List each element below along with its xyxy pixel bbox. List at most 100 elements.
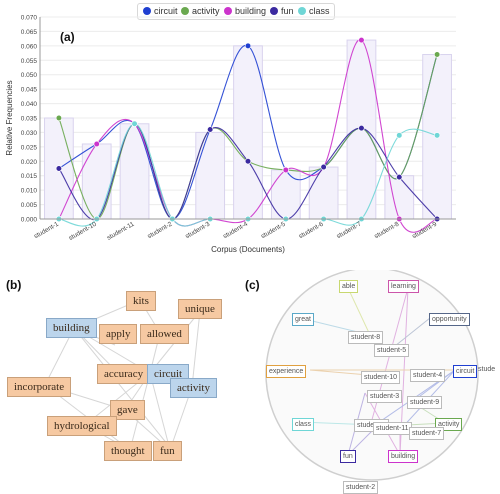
chart-legend: circuit activity building fun class: [137, 3, 335, 20]
keyword-hydrological[interactable]: hydrological: [47, 416, 117, 436]
series-line-building: [58, 39, 438, 233]
y-axis-label: Relative Frequencies: [5, 80, 14, 155]
point-class-student-9: [433, 132, 441, 139]
y-tick-label: 0.015: [21, 173, 38, 180]
point-fun-student-6: [320, 163, 327, 171]
y-tick-label: 0.005: [21, 202, 38, 209]
document-student-4[interactable]: student-4: [410, 369, 446, 382]
x-tick-label: student-3: [184, 220, 211, 240]
legend-item-class[interactable]: class: [298, 6, 330, 16]
point-class-student-11: [131, 120, 138, 127]
y-tick-label: 0.055: [21, 58, 38, 65]
corpus-term-fun[interactable]: fun: [340, 450, 356, 463]
corpus-term-great[interactable]: great: [292, 313, 314, 326]
chart-bars: [44, 39, 452, 220]
x-tick-label: student-1: [33, 220, 60, 240]
legend-dot-activity: [181, 7, 189, 15]
corpus-term-opportunity[interactable]: opportunity: [429, 313, 470, 326]
y-tick-label: 0.010: [21, 188, 38, 195]
keyword-allowed[interactable]: allowed: [140, 324, 189, 344]
y-tick-label: 0.050: [21, 72, 38, 79]
y-tick-label: 0.025: [21, 144, 38, 151]
corpus-term-class[interactable]: class: [292, 418, 314, 431]
document-student-10[interactable]: student-10: [361, 371, 401, 384]
document-student-11[interactable]: student-11: [373, 422, 412, 435]
panel-label-c: (c): [245, 278, 260, 292]
legend-dot-class: [298, 7, 306, 15]
legend-dot-circuit: [143, 7, 151, 15]
keyword-activity[interactable]: activity: [170, 378, 217, 398]
point-fun-student-8: [396, 174, 403, 181]
point-fun-student-1: [55, 165, 63, 172]
y-tick-label: 0.030: [21, 130, 38, 137]
point-building-student-7: [358, 36, 365, 44]
document-student-3[interactable]: student-3: [367, 390, 403, 403]
keyword-gave[interactable]: gave: [110, 400, 145, 420]
keyword-accuracy[interactable]: accuracy: [97, 364, 151, 384]
document-student-5[interactable]: student-5: [374, 344, 410, 357]
y-tick-label: 0.060: [21, 43, 38, 50]
legend-label-fun: fun: [281, 6, 294, 16]
legend-item-building[interactable]: building: [224, 6, 266, 16]
legend-label-class: class: [309, 6, 330, 16]
legend-dot-building: [224, 7, 232, 15]
panel-label-b: (b): [6, 278, 22, 292]
chart-axes: 0.000 0.005 0.010 0.015 0.020 0.025 0.030 0.035…: [5, 15, 456, 254]
keyword-kits[interactable]: kits: [126, 291, 156, 311]
point-class-student-8: [396, 132, 403, 139]
document-student-7[interactable]: student-7: [409, 427, 445, 440]
point-activity-student-1: [55, 114, 63, 122]
point-fun-student-4: [244, 158, 252, 165]
y-tick-label: 0.040: [21, 101, 38, 108]
corpus-term-learning[interactable]: learning: [388, 280, 419, 293]
keyword-apply[interactable]: apply: [99, 324, 138, 344]
document-student-9[interactable]: student-9: [407, 396, 443, 409]
point-fun-student-7: [358, 125, 365, 132]
point-circuit-student-4: [244, 42, 252, 49]
corpus-term-stude: stude: [478, 366, 496, 373]
y-tick-label: 0.070: [21, 15, 38, 22]
point-building-student-5: [282, 166, 289, 174]
x-tick-label: student-4: [222, 220, 249, 240]
legend-item-circuit[interactable]: circuit: [143, 6, 178, 16]
bar-student-6: [308, 166, 339, 220]
legend-dot-fun: [270, 7, 278, 15]
x-tick-label: student-11: [106, 220, 136, 241]
legend-label-building: building: [235, 6, 267, 16]
keyword-incorporate[interactable]: incorporate: [7, 377, 72, 397]
x-tick-label: student-2: [146, 220, 173, 240]
corpus-term-circuit[interactable]: circuit: [453, 365, 478, 378]
bar-student-4: [233, 45, 263, 220]
legend-label-circuit: circuit: [154, 6, 178, 16]
bar-student-3: [195, 131, 226, 220]
x-tick-label: student-5: [260, 220, 287, 240]
frequency-chart: 0.000 0.005 0.010 0.015 0.020 0.025 0.030 0.035…: [5, 15, 456, 254]
panel-label-a: (a): [60, 30, 75, 44]
corpus-term-able[interactable]: able: [339, 280, 359, 293]
keyword-fun[interactable]: fun: [153, 441, 182, 461]
bar-student-10: [81, 143, 112, 220]
series-line-fun: [58, 123, 438, 221]
document-student-8[interactable]: student-8: [348, 331, 384, 344]
keyword-unique[interactable]: unique: [178, 299, 222, 319]
series-line-activity: [58, 54, 438, 220]
y-tick-label: 0.065: [21, 29, 38, 36]
corpus-term-experience[interactable]: experience: [266, 365, 307, 378]
x-tick-label: student-6: [298, 220, 325, 240]
legend-item-activity[interactable]: activity: [181, 6, 220, 16]
point-activity-student-9: [433, 51, 441, 58]
legend-label-activity: activity: [192, 6, 220, 16]
corpus-term-building[interactable]: building: [388, 450, 419, 463]
keyword-thought[interactable]: thought: [104, 441, 152, 461]
y-tick-label: 0.000: [21, 217, 38, 224]
x-tick-label: student-9: [411, 220, 438, 240]
keyword-building[interactable]: building: [46, 318, 97, 338]
point-fun-student-3: [207, 126, 214, 133]
legend-item-fun[interactable]: fun: [270, 6, 294, 16]
document-student-2[interactable]: student-2: [343, 481, 379, 494]
x-axis-label: Corpus (Documents): [211, 245, 285, 254]
bar-student-8: [384, 175, 415, 220]
y-tick-label: 0.035: [21, 116, 38, 123]
point-building-student-10: [93, 140, 100, 148]
y-tick-label: 0.045: [21, 87, 38, 94]
